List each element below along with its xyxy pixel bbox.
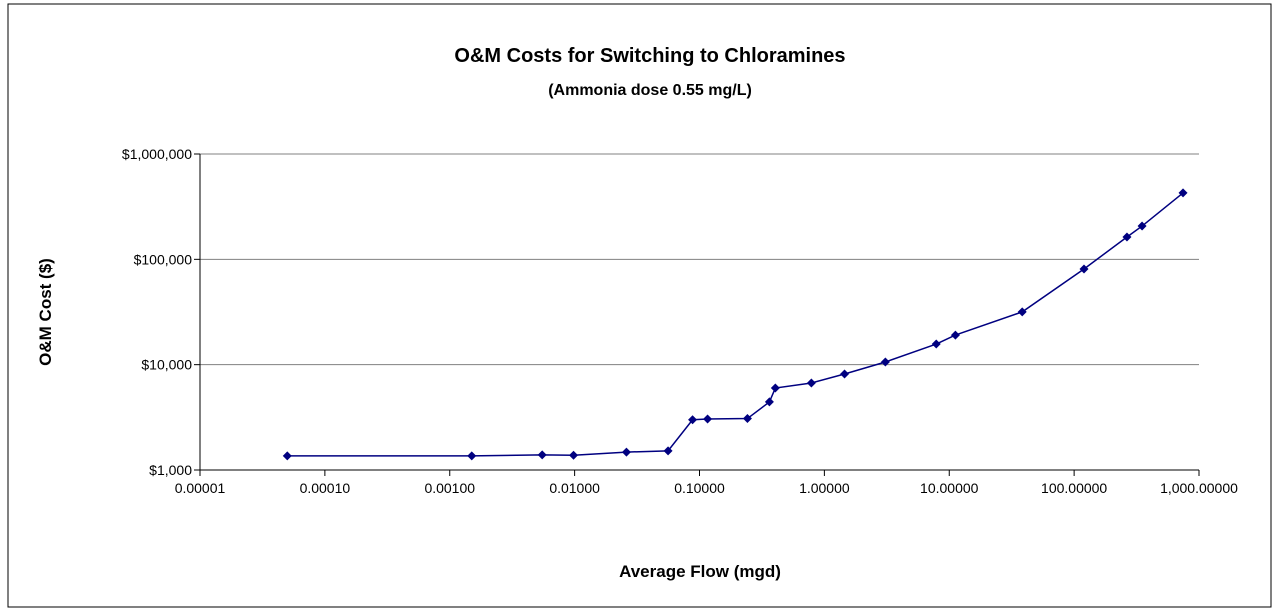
y-tick-label: $1,000	[149, 462, 192, 478]
x-tick-label: 0.01000	[549, 480, 600, 496]
data-point	[840, 369, 850, 379]
data-point	[764, 397, 774, 407]
x-tick-label: 1,000.00000	[1160, 480, 1238, 496]
data-point	[880, 357, 890, 367]
chart-subtitle: (Ammonia dose 0.55 mg/L)	[548, 82, 752, 99]
y-axis-label: O&M Cost ($)	[36, 258, 55, 366]
data-point	[1079, 264, 1089, 274]
x-tick-label: 0.00100	[424, 480, 476, 496]
x-tick-label: 1.00000	[799, 480, 850, 496]
x-tick-label: 0.00001	[174, 480, 226, 496]
x-axis-label: Average Flow (mgd)	[619, 562, 781, 581]
data-point	[621, 447, 631, 457]
data-point	[537, 450, 547, 460]
chart-title: O&M Costs for Switching to Chloramines	[454, 45, 845, 67]
data-point	[1137, 221, 1147, 231]
data-point	[950, 330, 960, 340]
x-tick-label: 100.00000	[1041, 480, 1108, 496]
data-point	[282, 451, 292, 461]
data-point	[1178, 188, 1188, 198]
y-tick-label: $10,000	[141, 357, 192, 373]
data-point	[467, 451, 477, 461]
y-tick-label: $1,000,000	[122, 146, 192, 162]
y-tick-label: $100,000	[134, 251, 193, 267]
data-point	[931, 339, 941, 349]
data-point	[1017, 307, 1027, 317]
data-point	[688, 415, 698, 425]
data-point	[703, 414, 713, 424]
data-point	[663, 446, 673, 456]
chart-border	[7, 3, 1272, 608]
x-tick-label: 0.10000	[674, 480, 725, 496]
data-point	[806, 378, 816, 388]
data-point	[770, 383, 780, 393]
data-point	[1122, 232, 1132, 242]
x-tick-label: 10.00000	[920, 480, 979, 496]
data-point	[742, 414, 752, 424]
x-tick-label: 0.00010	[299, 480, 351, 496]
data-point	[569, 450, 579, 460]
